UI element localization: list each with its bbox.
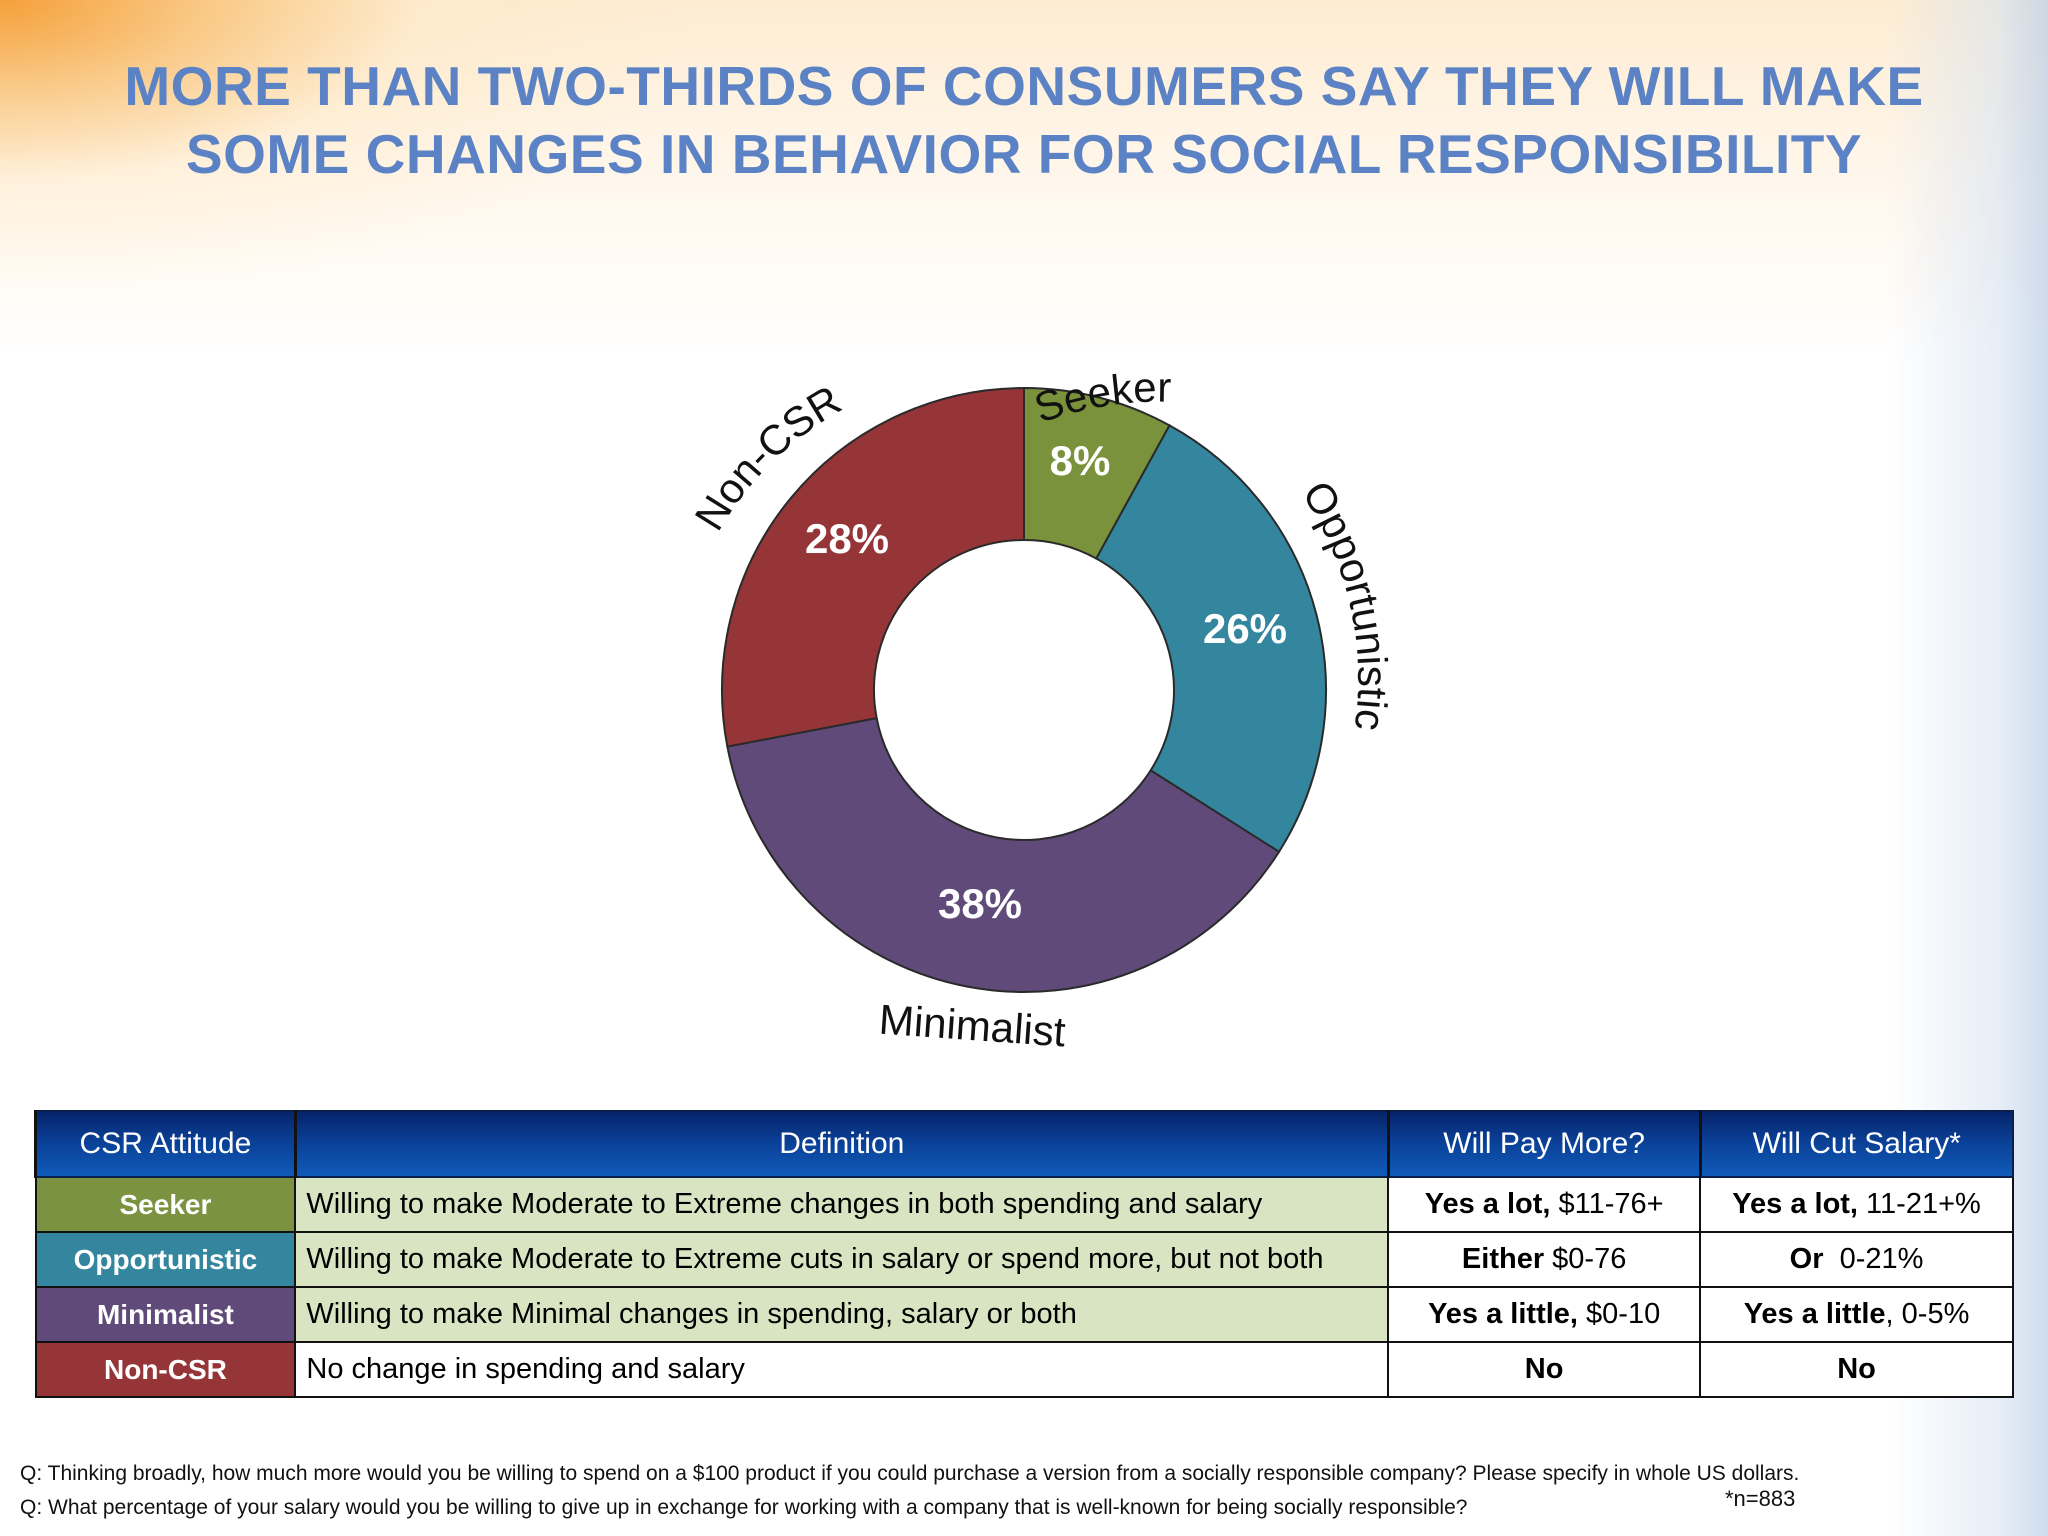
will-cut-salary-cell: Yes a lot, 11-21+% xyxy=(1699,1176,2014,1233)
attitude-cell: Opportunistic xyxy=(34,1231,297,1288)
slice-opportunistic xyxy=(1094,423,1327,854)
value-label-minimalist: 38% xyxy=(938,880,1022,927)
category-label-minimalist: Minimalist xyxy=(878,996,1068,1056)
will-pay-more-cell-bold: Yes a little, xyxy=(1428,1298,1578,1330)
slice-minimalist xyxy=(726,716,1281,994)
will-cut-salary-cell: No xyxy=(1699,1341,2014,1398)
value-label-non-csr: 28% xyxy=(805,515,889,562)
table-row: Non-CSR No change in spending and salary N… xyxy=(34,1341,2014,1398)
will-cut-salary-cell-value: 11-21+% xyxy=(1858,1188,1981,1220)
will-cut-salary-cell-value: 0-21% xyxy=(1823,1243,1924,1275)
header-background xyxy=(0,0,2048,360)
will-pay-more-cell: Yes a little, $0-10 xyxy=(1387,1286,1702,1343)
table-row: Seeker Willing to make Moderate to Extrem… xyxy=(34,1176,2014,1233)
table-row: Opportunistic Willing to make Moderate to… xyxy=(34,1231,2014,1288)
definition-cell: Willing to make Minimal changes in spend… xyxy=(294,1286,1390,1343)
sample-size-note: *n=883 xyxy=(1725,1486,1796,1511)
table-row: Minimalist Willing to make Minimal change… xyxy=(34,1286,2014,1343)
will-pay-more-cell-value: $0-10 xyxy=(1577,1298,1661,1330)
table-header-row: CSR Attitude Definition Will Pay More? W… xyxy=(34,1110,2014,1178)
will-pay-more-cell: Either $0-76 xyxy=(1387,1231,1702,1288)
attitude-cell: Non-CSR xyxy=(34,1341,297,1398)
will-cut-salary-cell-value: , 0-5% xyxy=(1885,1298,1970,1330)
csr-attitude-table: CSR Attitude Definition Will Pay More? W… xyxy=(34,1110,2014,1398)
will-cut-salary-cell: Or 0-21% xyxy=(1699,1231,2014,1288)
will-pay-more-cell: Yes a lot, $11-76+ xyxy=(1387,1176,1702,1233)
donut-chart: 8%26%38%28% SeekerOpportunisticNon-CSRMi… xyxy=(685,363,1396,1056)
attitude-cell: Seeker xyxy=(34,1176,297,1233)
will-pay-more-cell: No xyxy=(1387,1341,1702,1398)
definition-cell: Willing to make Moderate to Extreme cuts… xyxy=(294,1231,1390,1288)
definition-cell: Willing to make Moderate to Extreme chan… xyxy=(294,1176,1390,1233)
value-label-opportunistic: 26% xyxy=(1203,605,1287,652)
page-title: MORE THAN TWO-THIRDS OF CONSUMERS SAY TH… xyxy=(60,52,1988,188)
title-line-1: MORE THAN TWO-THIRDS OF CONSUMERS SAY TH… xyxy=(124,55,1924,117)
will-pay-more-cell-value: $11-76+ xyxy=(1550,1188,1664,1220)
will-cut-salary-cell: Yes a little, 0-5% xyxy=(1699,1286,2014,1343)
value-label-seeker: 8% xyxy=(1050,437,1111,484)
will-pay-more-cell-bold: Yes a lot, xyxy=(1424,1188,1551,1220)
slice-non-csr xyxy=(721,386,1025,748)
footer-question-2: Q: What percentage of your salary would … xyxy=(20,1496,1468,1519)
attitude-cell: Minimalist xyxy=(34,1286,297,1343)
will-pay-more-cell-bold: Either xyxy=(1461,1243,1545,1275)
header-will-pay-more: Will Pay More? xyxy=(1386,1110,1702,1178)
will-cut-salary-cell-bold: Yes a little xyxy=(1743,1298,1886,1330)
will-pay-more-cell-bold: No xyxy=(1524,1353,1564,1385)
footer-question-1: Q: Thinking broadly, how much more would… xyxy=(20,1462,1800,1485)
header-csr-attitude: CSR Attitude xyxy=(34,1110,297,1178)
header-definition: Definition xyxy=(293,1110,1390,1178)
will-cut-salary-cell-bold: Or xyxy=(1789,1243,1824,1275)
will-cut-salary-cell-bold: No xyxy=(1837,1353,1876,1385)
will-pay-more-cell-value: $0-76 xyxy=(1544,1243,1627,1275)
title-line-2: SOME CHANGES IN BEHAVIOR FOR SOCIAL RESP… xyxy=(185,123,1863,185)
definition-cell: No change in spending and salary xyxy=(294,1341,1390,1398)
will-cut-salary-cell-bold: Yes a lot, xyxy=(1732,1188,1858,1220)
header-will-cut-salary: Will Cut Salary* xyxy=(1698,1110,2014,1178)
